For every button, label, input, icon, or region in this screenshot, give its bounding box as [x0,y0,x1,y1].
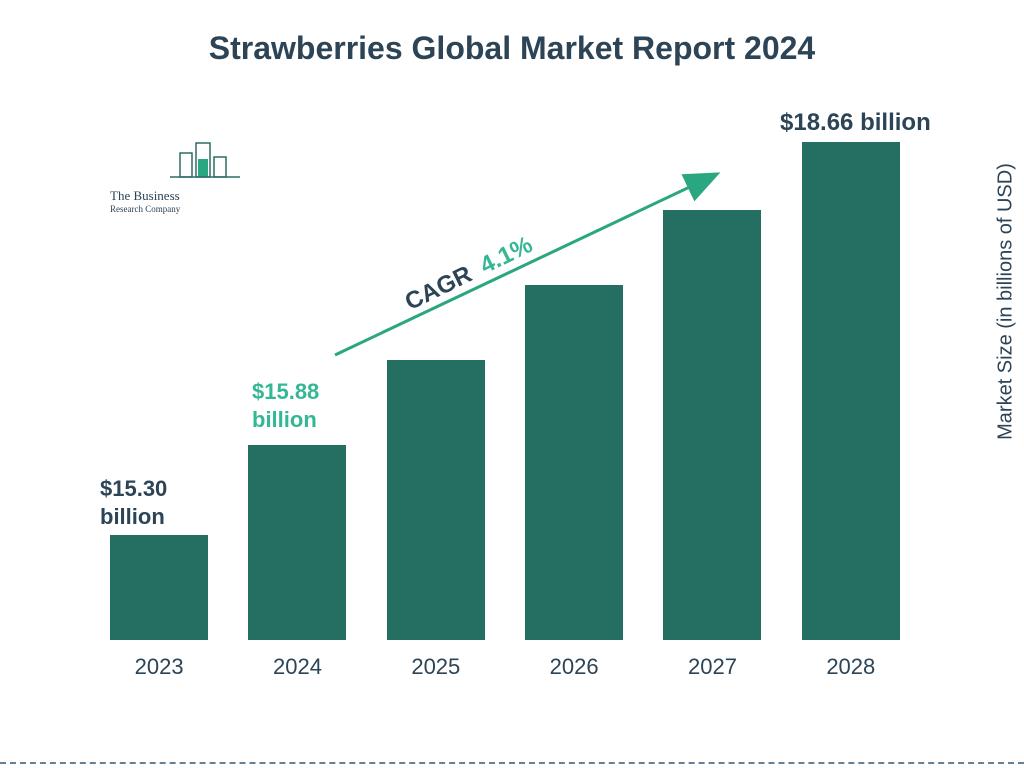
x-label: 2024 [237,654,357,680]
x-label: 2028 [791,654,911,680]
x-axis-labels: 2023 2024 2025 2026 2027 2028 [90,654,920,680]
x-label: 2027 [652,654,772,680]
bar-2028 [802,142,900,640]
callout-2028: $18.66 billion [780,108,980,138]
chart-title: Strawberries Global Market Report 2024 [0,30,1024,67]
bar-2024 [248,445,346,640]
bar-2025 [387,360,485,640]
cagr-arrow-icon [320,160,740,380]
callout-2024: $15.88 billion [252,378,372,433]
x-label: 2025 [376,654,496,680]
y-axis-label: Market Size (in billions of USD) [995,163,1018,440]
callout-2023: $15.30 billion [100,475,220,530]
bottom-divider [0,762,1024,764]
bar-2023 [110,535,208,640]
x-label: 2026 [514,654,634,680]
x-label: 2023 [99,654,219,680]
